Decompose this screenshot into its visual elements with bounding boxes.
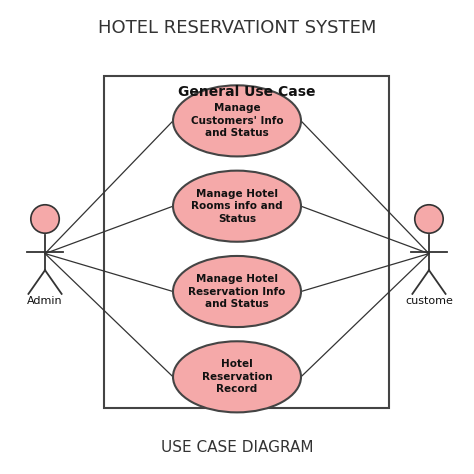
Ellipse shape bbox=[173, 171, 301, 242]
Text: Hotel
Reservation
Record: Hotel Reservation Record bbox=[202, 359, 272, 394]
Circle shape bbox=[415, 205, 443, 233]
FancyBboxPatch shape bbox=[104, 76, 389, 408]
Text: Manage Hotel
Reservation Info
and Status: Manage Hotel Reservation Info and Status bbox=[188, 274, 286, 309]
Text: custome: custome bbox=[405, 296, 453, 306]
Circle shape bbox=[31, 205, 59, 233]
Text: Manage
Customers' Info
and Status: Manage Customers' Info and Status bbox=[191, 103, 283, 138]
Text: USE CASE DIAGRAM: USE CASE DIAGRAM bbox=[161, 440, 313, 456]
Text: HOTEL RESERVATIONT SYSTEM: HOTEL RESERVATIONT SYSTEM bbox=[98, 19, 376, 37]
Text: Admin: Admin bbox=[27, 296, 63, 306]
Ellipse shape bbox=[173, 341, 301, 412]
Ellipse shape bbox=[173, 85, 301, 156]
Text: General Use Case: General Use Case bbox=[178, 85, 315, 100]
Text: Manage Hotel
Rooms info and
Status: Manage Hotel Rooms info and Status bbox=[191, 189, 283, 224]
Ellipse shape bbox=[173, 256, 301, 327]
